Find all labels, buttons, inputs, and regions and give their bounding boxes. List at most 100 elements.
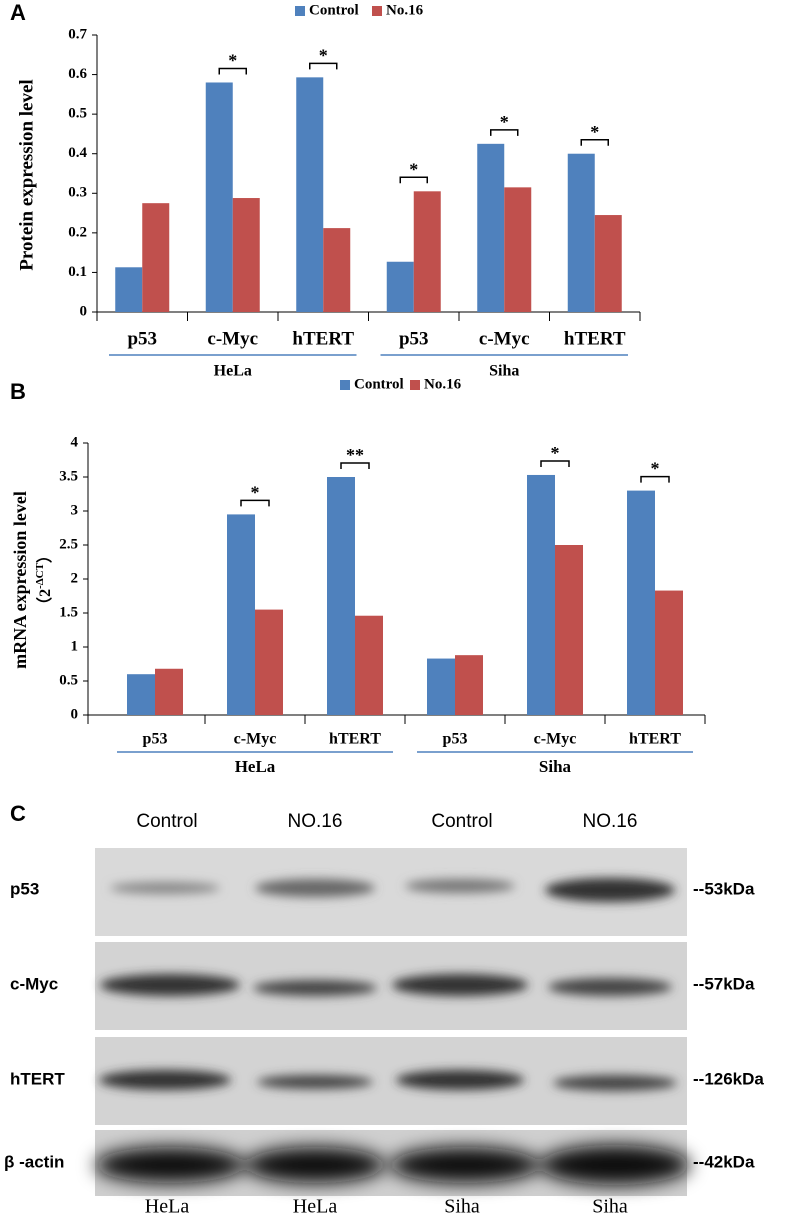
y-tick-label: 0 [80,303,88,319]
y-axis-unit: （2-ΔCT） [34,547,54,613]
y-tick-label: 0.6 [68,66,87,82]
band [553,1075,677,1091]
lane-header: NO.16 [288,811,343,832]
band [540,1145,690,1185]
y-tick-label: 2.5 [59,536,78,552]
group-label: HeLa [214,363,252,380]
band [95,1147,245,1183]
bands [95,1145,690,1185]
bar [386,261,414,312]
legend-swatch [340,380,350,390]
group-label: HeLa [235,757,276,776]
row-label: hTERT [10,1069,65,1088]
lane-header: NO.16 [583,811,638,832]
significance-bracket [580,138,609,146]
significance-label: * [500,112,509,132]
significance-label: * [409,159,418,179]
size-label: --42kDa [693,1152,755,1171]
bar [205,82,233,312]
bar [567,153,595,312]
x-tick-label: c-Myc [479,328,530,349]
legend-label: No.16 [386,2,424,18]
bands [99,878,677,1091]
lane-header: Control [136,811,197,832]
y-tick-label: 3.5 [59,468,78,484]
y-tick-label: 1 [71,638,79,654]
y-tick-label: 0.2 [68,224,87,240]
significance-bracket [240,499,270,507]
bar [232,198,260,312]
y-tick-label: 0.7 [68,26,87,42]
significance-bracket [399,176,428,184]
band [257,1075,373,1089]
y-axis-unit-part: -ΔCT [34,562,46,589]
bar [255,609,283,715]
cell-line-label: HeLa [293,1196,338,1218]
significance-bracket [340,462,370,469]
significance-label: ** [346,445,364,465]
bar [142,203,170,312]
significance-label: * [228,51,237,71]
panel-label: B [10,379,26,404]
band [548,978,672,996]
band [390,1147,540,1183]
bar [555,545,583,715]
panel-label: C [10,801,26,826]
x-tick-label: c-Myc [534,731,577,748]
chart: A 0 0.1 0.2 0.3 0.4 0.5 0.6 0.7 Protein expressio… [10,0,641,380]
significance-bracket [640,475,670,483]
bar [655,590,683,715]
western-blot: C Control NO.16 Control NO.16 p53 --53kDa c-My… [4,801,764,1218]
y-axis-unit-part: ） [36,547,54,563]
bar [296,77,324,312]
bar [115,267,143,312]
band [392,974,528,996]
y-tick-label: 2 [71,570,79,586]
x-tick-label: p53 [143,731,168,748]
y-tick-label: 0.3 [68,185,87,201]
y-tick-label: 0 [71,706,79,722]
x-tick-label: hTERT [292,328,354,349]
band [245,1147,385,1183]
bar [227,514,255,715]
band [253,980,377,996]
group-label: Siha [539,757,572,776]
bar [627,490,655,715]
row-label: c-Myc [10,974,58,993]
x-tick-label: c-Myc [207,328,258,349]
band [396,1070,524,1090]
bar [594,215,622,312]
row-label: β -actin [4,1152,64,1171]
legend-label: Control [354,376,404,392]
significance-label: * [251,483,260,503]
bar [155,668,183,715]
y-tick-label: 0.5 [59,672,78,688]
y-tick-label: 0.5 [68,106,87,122]
bar [455,655,483,715]
size-label: --53kDa [693,879,755,898]
x-tick-label: p53 [399,328,429,349]
band [255,879,375,897]
group-label: Siha [489,363,519,380]
significance-label: * [551,443,560,463]
bar [427,658,455,715]
cell-line-label: HeLa [145,1196,190,1218]
y-axis-unit-part: （2 [36,589,54,613]
band [405,879,515,893]
significance-bracket [218,67,247,75]
panel-label: A [10,0,26,25]
x-tick-label: c-Myc [234,731,277,748]
bar [323,228,351,312]
y-tick-label: 0.1 [68,264,87,280]
legend-swatch [410,380,420,390]
bar [413,191,441,312]
legend-label: Control [309,2,359,18]
x-tick-label: hTERT [629,731,681,748]
bar [127,674,155,715]
x-tick-label: p53 [443,731,468,748]
x-tick-label: hTERT [564,328,626,349]
band [545,878,675,902]
cell-line-label: Siha [444,1196,480,1218]
